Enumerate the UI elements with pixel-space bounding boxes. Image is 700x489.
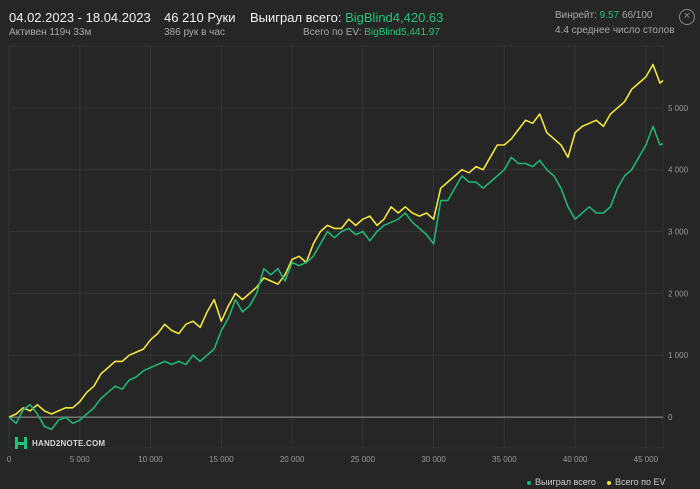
y-tick-label: 3 000 <box>668 228 689 237</box>
x-tick-label: 10 000 <box>138 455 163 464</box>
hand2note-logo: HAND2NOTE.COM <box>14 436 105 450</box>
close-icon[interactable]: × <box>679 9 695 25</box>
hand2note-logo-icon <box>15 437 27 449</box>
legend-ev-marker <box>607 480 611 485</box>
hands-count: 46 210 Руки <box>164 10 236 25</box>
y-tick-label: 0 <box>668 413 673 422</box>
y-tick-label: 1 000 <box>668 351 689 360</box>
active-time: Активен 119ч 33м <box>9 27 92 38</box>
won-value: BigBlind4,420.63 <box>345 10 444 25</box>
legend-item-won: Выиграл всего <box>527 477 596 487</box>
ev-label: Всего по EV: <box>303 27 362 38</box>
y-tick-label: 4 000 <box>668 166 689 175</box>
won-label: Выиграл всего: <box>250 10 342 25</box>
ev-value: BigBlind5,441.97 <box>364 27 440 38</box>
x-tick-label: 40 000 <box>563 455 588 464</box>
chart-series <box>8 63 664 431</box>
y-tick-label: 2 000 <box>668 289 689 298</box>
x-tick-label: 20 000 <box>280 455 305 464</box>
date-range: 04.02.2023 - 18.04.2023 <box>9 10 151 25</box>
legend-won-label: Выиграл всего <box>535 477 596 487</box>
winrate-label: Винрейт: <box>555 10 597 21</box>
winrate-suffix: 66/100 <box>621 10 653 21</box>
logo-text: HAND2NOTE.COM <box>32 438 106 448</box>
legend-won-marker <box>527 480 531 485</box>
x-tick-label: 5 000 <box>70 455 91 464</box>
legend-item-ev: Всего по EV <box>607 477 665 487</box>
winrate-value: 9.57 <box>599 10 620 21</box>
x-tick-label: 25 000 <box>351 455 376 464</box>
hands-per-hour: 386 рук в час <box>164 27 225 38</box>
series-line-ev <box>8 63 664 418</box>
winrate: Винрейт: 9.57 66/100 <box>555 10 652 21</box>
won-total: Выиграл всего: BigBlind4,420.63 <box>250 10 443 25</box>
y-tick-label: 5 000 <box>668 104 689 113</box>
x-tick-label: 30 000 <box>421 455 446 464</box>
avg-tables: 4.4 среднее число столов <box>555 25 675 36</box>
x-tick-label: 35 000 <box>492 455 517 464</box>
x-tick-label: 15 000 <box>209 455 234 464</box>
x-tick-label: 45 000 <box>634 455 659 464</box>
x-tick-label: 0 <box>7 455 12 464</box>
plot-area <box>8 45 664 449</box>
ev-total: Всего по EV: BigBlind5,441.97 <box>303 27 440 38</box>
chart-axes: 0 5 000 10 000 15 000 20 000 25 000 30 000 35 0… <box>7 104 689 464</box>
legend-ev-label: Всего по EV <box>615 477 666 487</box>
series-line-won <box>8 125 664 431</box>
chart-grid <box>8 45 664 449</box>
